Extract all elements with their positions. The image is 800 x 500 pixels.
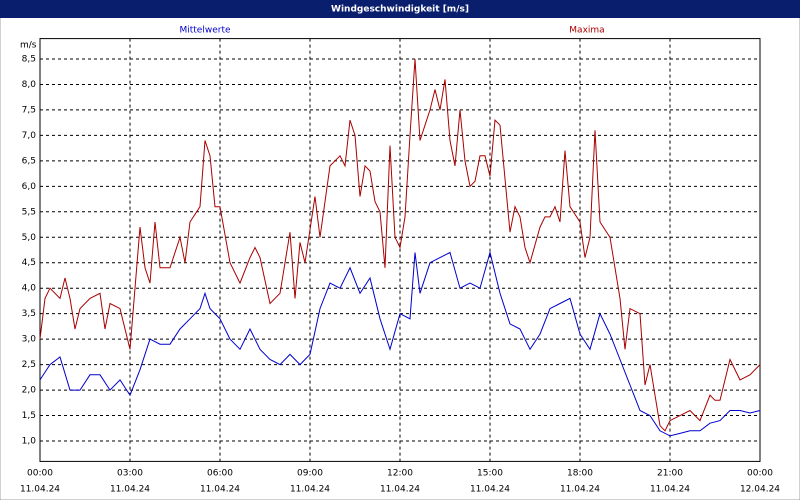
y-tick-label: 8,5 [22, 54, 36, 64]
x-tick-date: 11.04.24 [200, 485, 240, 495]
x-tick-label: 15:00 [477, 469, 503, 479]
x-tick-label: 18:00 [567, 469, 593, 479]
chart-title: Windgeschwindigkeit [m/s] [331, 5, 469, 15]
y-tick-label: 5,5 [22, 207, 36, 217]
x-tick-label: 00:00 [747, 469, 773, 479]
y-tick-label: 5,0 [22, 233, 37, 243]
x-tick-label: 00:00 [27, 469, 53, 479]
y-tick-label: 7,5 [22, 105, 36, 115]
y-tick-label: 2,0 [22, 386, 37, 396]
x-tick-date: 11.04.24 [110, 485, 150, 495]
x-tick-label: 09:00 [297, 469, 323, 479]
legend-label: Maxima [569, 26, 604, 36]
y-tick-label: 4,0 [22, 284, 37, 294]
x-tick-date: 11.04.24 [290, 485, 330, 495]
series-line [39, 250, 761, 437]
y-tick-label: 1,0 [22, 437, 37, 447]
y-tick-label: 3,5 [22, 309, 36, 319]
y-tick-label: 2,5 [22, 360, 36, 370]
x-tick-label: 03:00 [117, 469, 143, 479]
title-bar [0, 0, 800, 18]
x-tick-date: 11.04.24 [380, 485, 420, 495]
x-tick-date: 11.04.24 [650, 485, 690, 495]
y-tick-label: 6,5 [22, 156, 36, 166]
x-tick-label: 21:00 [657, 469, 683, 479]
series-line [39, 58, 761, 432]
x-tick-date: 11.04.24 [20, 485, 60, 495]
x-tick-label: 12:00 [387, 469, 413, 479]
x-tick-date: 12.04.24 [740, 485, 780, 495]
y-tick-label: 3,0 [22, 335, 37, 345]
y-tick-label: 6,0 [22, 182, 37, 192]
x-tick-date: 11.04.24 [560, 485, 600, 495]
y-tick-label: 8,0 [22, 80, 37, 90]
y-unit: m/s [20, 41, 37, 51]
y-tick-label: 7,0 [22, 131, 37, 141]
legend-label: Mittelwerte [179, 26, 230, 36]
x-tick-date: 11.04.24 [470, 485, 510, 495]
y-tick-label: 1,5 [22, 411, 36, 421]
x-tick-label: 06:00 [207, 469, 233, 479]
plot-frame [39, 38, 761, 462]
y-tick-label: 4,5 [22, 258, 36, 268]
